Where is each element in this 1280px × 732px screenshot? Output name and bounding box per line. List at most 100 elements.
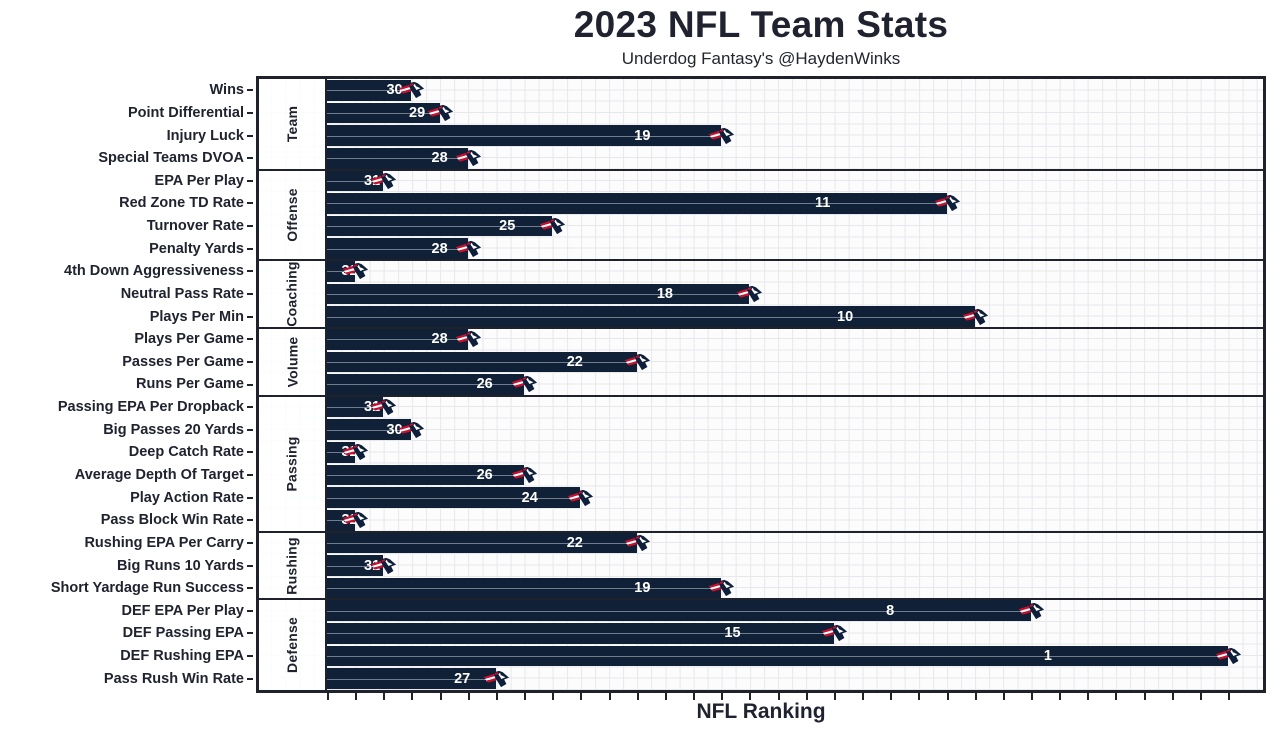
bar-value-label: 22 (566, 534, 583, 551)
y-axis-tick (247, 89, 253, 92)
group-label: Passing (284, 436, 300, 492)
bar-value-label: 29 (409, 104, 426, 121)
group-label: Defense (284, 616, 300, 673)
x-axis-tick (1115, 693, 1118, 700)
bar-row: 32 (327, 509, 1263, 531)
plot-area: Team 30 29 19 28 Offense 31 (256, 76, 1266, 693)
patriots-logo-icon (933, 195, 960, 212)
chart-subtitle: Underdog Fantasy's @HaydenWinks (621, 49, 901, 68)
y-axis-label: Turnover Rate (146, 218, 244, 235)
y-axis-label: DEF Rushing EPA (120, 648, 244, 665)
y-axis-tick (247, 179, 253, 182)
patriots-logo-icon (370, 399, 397, 416)
y-axis-label: Passes Per Game (122, 353, 244, 370)
y-axis-label: Special Teams DVOA (98, 150, 244, 167)
y-axis-tick (247, 202, 253, 205)
group-strip-passing: Passing (259, 395, 327, 532)
bar-plays-per-game: 28 (327, 328, 481, 350)
bar-def-passing-epa: 15 (327, 623, 847, 644)
group-label: Coaching (283, 261, 300, 327)
y-axis-label: Neutral Pass Rate (120, 285, 244, 302)
bar-row: 31 (327, 396, 1263, 418)
bar-pass-rush-win-rate: 27 (327, 668, 510, 689)
y-axis-label: Average Depth Of Target (74, 467, 244, 484)
group-label: Offense (284, 188, 300, 242)
bar-row: 32 (327, 261, 1263, 282)
y-axis-label: Big Passes 20 Yards (103, 421, 244, 438)
y-axis-tick (247, 338, 253, 341)
y-axis-label: Red Zone TD Rate (119, 195, 244, 212)
x-axis-tick (693, 693, 696, 700)
y-axis-tick (247, 270, 253, 273)
x-axis-tick (1087, 693, 1090, 700)
group-separator-line (259, 259, 1263, 262)
bar-row: 27 (327, 668, 1263, 689)
patriots-logo-icon (342, 263, 369, 280)
bar-row: 10 (327, 306, 1263, 327)
patriots-logo-icon (821, 625, 847, 642)
bar-value-label: 19 (634, 580, 651, 597)
bar-row: 11 (327, 193, 1263, 214)
bar-row: 28 (327, 147, 1263, 169)
patriots-logo-icon (708, 580, 735, 597)
x-axis-tick (890, 693, 893, 700)
chart-title: 2023 NFL Team Stats (573, 4, 949, 45)
x-axis-tick (749, 693, 752, 700)
bar-wins: 30 (327, 80, 425, 101)
bar-value-label: 22 (566, 353, 583, 370)
bar-row: 22 (327, 532, 1263, 554)
bar-row: 30 (327, 419, 1263, 441)
bar-play-action-rate: 24 (327, 487, 594, 508)
patriots-logo-icon (1215, 647, 1242, 665)
y-axis-label: Penalty Yards (149, 240, 244, 257)
bar-plays-per-min: 10 (327, 306, 988, 327)
y-axis-tick (247, 247, 253, 250)
bar-neutral-pass-rate: 18 (327, 283, 763, 305)
x-axis-tick (1199, 693, 1202, 700)
y-axis-tick (247, 496, 253, 499)
bar-row: 28 (327, 328, 1263, 350)
bar-value-label: 31 (363, 399, 381, 416)
y-axis-label: Runs Per Game (136, 376, 244, 393)
bar-big-runs-10-yards: 31 (327, 555, 397, 576)
patriots-logo-icon (455, 331, 481, 348)
x-axis-ticks (259, 693, 1269, 701)
y-axis-tick (247, 519, 253, 522)
y-axis-tick (247, 587, 253, 590)
x-axis-tick (777, 693, 780, 700)
group-strip-volume: Volume (259, 327, 327, 396)
group-label: Team (284, 106, 300, 143)
x-axis-tick (524, 693, 527, 700)
bar-row: 8 (327, 600, 1263, 622)
patriots-logo-icon (511, 376, 538, 393)
patriots-logo-icon (708, 127, 735, 144)
bar-runs-per-game: 26 (327, 374, 538, 395)
bar-row: 28 (327, 238, 1263, 260)
bar-row: 31 (327, 170, 1263, 192)
bar-row: 19 (327, 125, 1263, 146)
y-axis-tick (247, 406, 253, 409)
bar-value-label: 15 (724, 625, 741, 642)
patriots-logo-icon (736, 285, 763, 303)
bar-value-label: 1 (1043, 648, 1052, 665)
y-axis-label: DEF EPA Per Play (121, 602, 245, 619)
x-axis-tick (383, 693, 386, 700)
y-axis-tick (247, 225, 253, 228)
x-axis-tick (1143, 693, 1146, 700)
y-axis-label: Play Action Rate (130, 489, 244, 506)
bar-red-zone-td-rate: 11 (327, 193, 960, 214)
group-separator-line (259, 598, 1263, 601)
group-strip-team: Team (259, 79, 327, 170)
y-axis-label: Short Yardage Run Success (50, 580, 244, 597)
x-axis-tick (411, 693, 414, 700)
y-axis-label: Plays Per Min (149, 308, 244, 325)
y-axis-tick (247, 111, 253, 114)
bar-epa-per-play: 31 (327, 170, 397, 192)
bar-value-label: 18 (656, 285, 673, 302)
y-axis-tick (247, 632, 253, 635)
patriots-logo-icon (427, 104, 453, 122)
x-axis-tick (495, 693, 498, 700)
patriots-logo-icon (455, 150, 481, 167)
bar-average-depth-of-target: 26 (327, 464, 538, 486)
